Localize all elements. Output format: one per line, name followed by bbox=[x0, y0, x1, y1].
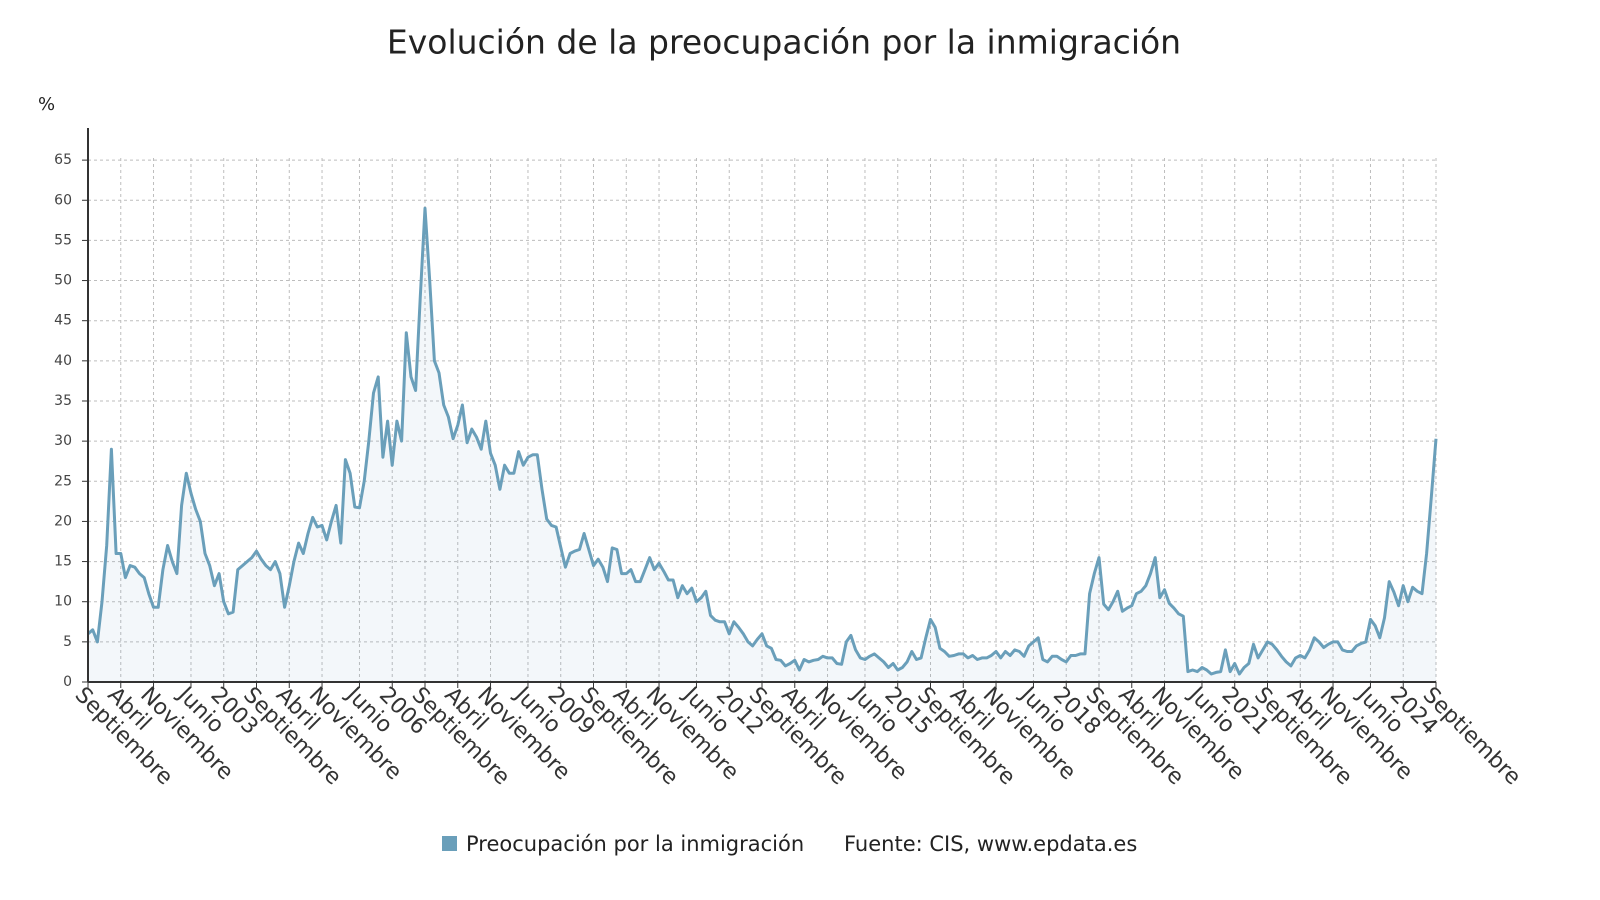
line bbox=[87, 206, 1438, 676]
x-tick-label: Septiembre bbox=[1418, 683, 1526, 791]
chart-title: Evolución de la preocupación por la inmi… bbox=[387, 23, 1181, 62]
source: Fuente: CIS, www.epdata.es bbox=[844, 832, 1137, 856]
legend-label: Preocupación por la inmigración bbox=[466, 832, 804, 856]
y-tick-label: 35 bbox=[54, 393, 72, 409]
y-tick-label: 20 bbox=[54, 513, 72, 529]
legend-swatch bbox=[442, 836, 457, 851]
y-tick-label: 65 bbox=[54, 152, 72, 168]
y-tick-label: 55 bbox=[54, 232, 72, 248]
y-tick-label: 50 bbox=[54, 273, 72, 289]
y-tick-label: 25 bbox=[54, 473, 72, 489]
y-unit: % bbox=[38, 94, 55, 115]
y-tick-label: 10 bbox=[54, 594, 72, 610]
y-tick-label: 5 bbox=[63, 634, 72, 650]
y-tick-label: 0 bbox=[63, 674, 72, 690]
y-tick-label: 60 bbox=[54, 192, 72, 208]
y-tick-label: 30 bbox=[54, 433, 72, 449]
y-tick-label: 40 bbox=[54, 353, 72, 369]
y-tick-label: 15 bbox=[54, 554, 72, 570]
y-tick-label: 45 bbox=[54, 313, 72, 329]
